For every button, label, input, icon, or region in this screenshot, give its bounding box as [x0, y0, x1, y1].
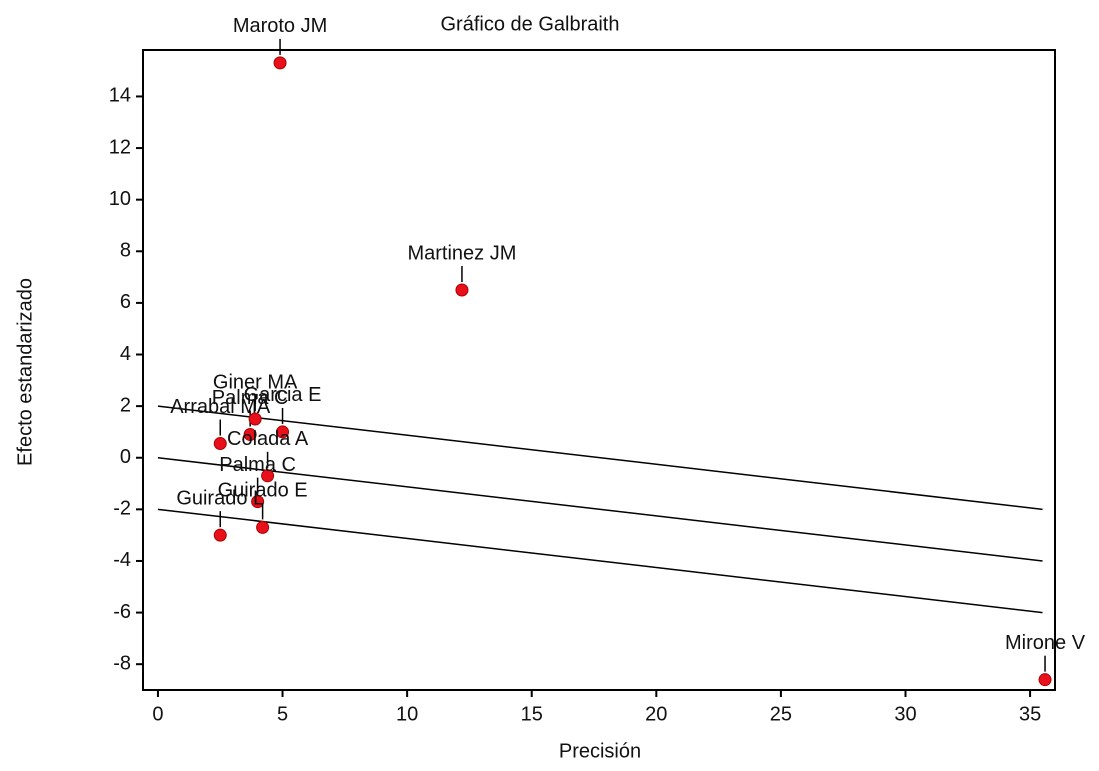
y-tick-label: 12 — [109, 136, 131, 158]
reference-line — [157, 456, 1043, 562]
y-tick-label: -4 — [113, 549, 131, 571]
point-label: Guirado E — [218, 480, 308, 502]
point — [276, 425, 290, 439]
point-label: Maroto JM — [233, 15, 327, 37]
y-tick-label: 4 — [120, 343, 131, 365]
y-tick-label: -8 — [113, 652, 131, 674]
x-tick-label: 10 — [396, 703, 418, 725]
y-tick-label: 8 — [120, 240, 131, 262]
y-tick-label: -2 — [113, 498, 131, 520]
point-label: Garcia E — [244, 384, 322, 406]
point — [243, 428, 257, 442]
x-tick-label: 0 — [152, 703, 163, 725]
x-tick-label: 5 — [277, 703, 288, 725]
point — [251, 495, 265, 509]
y-tick-label: 6 — [120, 291, 131, 313]
plot-frame — [142, 49, 1056, 691]
x-tick-label: 25 — [770, 703, 792, 725]
chart-title: Gráfico de Galbraith — [441, 13, 620, 35]
x-tick-label: 20 — [645, 703, 667, 725]
point — [455, 283, 469, 297]
point-label: Mirone V — [1005, 632, 1086, 654]
x-axis-label: Precisión — [559, 740, 641, 762]
point-label: Arrabal MA — [170, 396, 271, 418]
y-tick-label: 2 — [120, 394, 131, 416]
y-axis-label: Efecto estandarizado — [14, 278, 36, 466]
reference-line — [157, 405, 1043, 511]
y-tick-label: 14 — [109, 85, 131, 107]
y-tick-label: 0 — [120, 446, 131, 468]
point-label: Guirado L — [176, 487, 264, 509]
point — [213, 528, 227, 542]
point — [261, 469, 275, 483]
x-tick-label: 35 — [1019, 703, 1041, 725]
point — [1038, 673, 1052, 687]
point-label: Palma C — [219, 454, 296, 476]
point — [256, 520, 270, 534]
x-tick-label: 30 — [894, 703, 916, 725]
x-tick-label: 15 — [521, 703, 543, 725]
point-label: Palma C — [212, 387, 289, 409]
point-label: Martinez JM — [407, 242, 516, 264]
point — [213, 437, 227, 451]
y-tick-label: -6 — [113, 601, 131, 623]
point — [273, 56, 287, 70]
point-label: Colada A — [227, 428, 309, 450]
point-label: Giner MA — [213, 371, 298, 393]
point — [248, 412, 262, 426]
reference-line — [157, 508, 1043, 614]
y-tick-label: 10 — [109, 188, 131, 210]
